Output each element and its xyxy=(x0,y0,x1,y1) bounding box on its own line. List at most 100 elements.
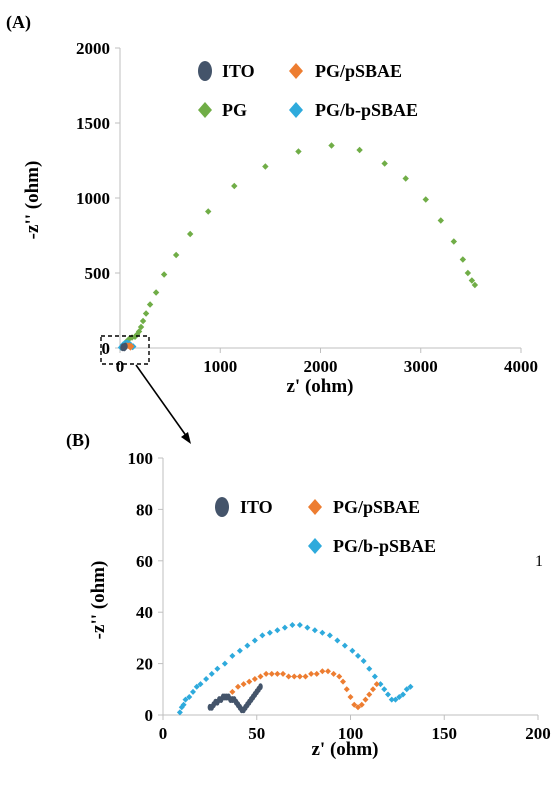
data-point-pg-psbae xyxy=(336,673,343,680)
legend-item-pg-psbae: PG/pSBAE xyxy=(308,497,420,517)
y-tick-label: 2000 xyxy=(76,39,110,58)
x-tick-label: 0 xyxy=(116,357,125,376)
panel-b-y-ticks: 0 20 40 60 80 100 xyxy=(128,449,163,725)
legend-label-pg-psbae: PG/pSBAE xyxy=(333,497,420,517)
x-tick-label: 150 xyxy=(432,724,458,743)
data-point-pg-b-psbae xyxy=(388,696,395,703)
data-point-pg-psbae xyxy=(257,673,264,680)
y-tick-label: 20 xyxy=(136,655,153,674)
y-tick-label: 60 xyxy=(136,552,153,571)
legend-marker-ito xyxy=(215,497,229,517)
data-point-pg xyxy=(402,175,409,182)
data-point-pg xyxy=(468,277,476,284)
panel-a-legend: ITO PG/pSBAE PG PG/b-pSBAE xyxy=(198,61,418,120)
data-point-pg-psbae xyxy=(366,691,373,698)
data-point-pg xyxy=(146,301,154,308)
data-point-pg-b-psbae xyxy=(377,681,384,688)
data-point-pg xyxy=(356,146,363,154)
panel-b-y-axis-title: -z'' (ohm) xyxy=(88,561,109,640)
zoom-region-box xyxy=(100,335,150,365)
data-point-pg xyxy=(186,230,194,238)
data-point-pg-psbae xyxy=(325,668,331,675)
data-point-pg-b-psbae xyxy=(190,688,196,695)
data-point-pg xyxy=(205,208,212,215)
data-point-pg-b-psbae xyxy=(251,637,258,644)
y-tick-label: 100 xyxy=(128,449,154,468)
data-point-pg-b-psbae xyxy=(180,701,187,708)
data-point-pg-b-psbae xyxy=(221,660,228,667)
panel-a-y-axis-title: -z'' (ohm) xyxy=(22,161,43,240)
x-tick-label: 0 xyxy=(159,724,168,743)
data-point-pg-psbae xyxy=(358,701,365,708)
data-point-pg xyxy=(128,334,136,341)
data-point-pg-psbae xyxy=(343,686,350,693)
legend-item-ito: ITO xyxy=(215,497,273,517)
legend-marker-pg-b-psbae xyxy=(289,102,303,118)
legend-label-pg-psbae: PG/pSBAE xyxy=(315,61,402,81)
x-tick-label: 3000 xyxy=(404,357,438,376)
panel-b-legend: ITO PG/pSBAE PG/b-pSBAE xyxy=(215,497,436,556)
data-point-pg xyxy=(328,142,335,149)
data-point-pg-b-psbae xyxy=(371,673,378,680)
y-tick-label: 0 xyxy=(102,339,111,358)
legend-item-pg-b-psbae: PG/b-pSBAE xyxy=(289,100,418,120)
data-point-ito xyxy=(258,683,263,691)
legend-item-pg: PG xyxy=(198,100,247,120)
data-point-pg-psbae xyxy=(340,678,346,685)
data-point-pg-psbae xyxy=(128,343,135,350)
data-point-pg-b-psbae xyxy=(266,629,273,636)
y-tick-label: 40 xyxy=(136,603,153,622)
data-point-pg-b-psbae xyxy=(349,647,356,654)
data-point-pg xyxy=(437,217,444,224)
data-point-pg xyxy=(262,163,269,170)
data-point-pg xyxy=(471,281,479,289)
data-point-pg-b-psbae xyxy=(341,642,348,649)
legend-label-pg: PG xyxy=(222,100,247,120)
data-point-ito xyxy=(122,342,128,351)
legend-marker-pg-psbae xyxy=(289,63,303,79)
zoom-arrow-head xyxy=(181,432,191,444)
data-point-pg-b-psbae xyxy=(407,683,414,690)
y-tick-label: 500 xyxy=(85,264,111,283)
panel-b-x-axis-title: z' (ohm) xyxy=(311,739,378,760)
x-tick-label: 50 xyxy=(248,724,265,743)
data-point-pg-b-psbae xyxy=(400,691,406,698)
data-point-pg xyxy=(152,289,160,296)
data-point-pg-b-psbae xyxy=(281,624,288,631)
legend-label-pg-b-psbae: PG/b-pSBAE xyxy=(333,536,436,556)
legend-marker-pg-psbae xyxy=(308,499,322,515)
panel-a-label: (A) xyxy=(6,12,31,33)
data-point-pg-b-psbae xyxy=(319,629,326,636)
data-point-pg-psbae xyxy=(263,670,270,677)
data-point-pg-b-psbae xyxy=(274,627,281,634)
panel-a-x-ticks: 0 1000 2000 3000 4000 xyxy=(116,348,538,376)
data-point-pg-psbae xyxy=(296,673,303,680)
data-point-pg xyxy=(381,160,388,167)
y-tick-label: 1500 xyxy=(76,114,110,133)
data-point-pg xyxy=(459,256,467,263)
y-tick-label: 1000 xyxy=(76,189,110,208)
data-point-pg-b-psbae xyxy=(197,681,204,688)
data-point-pg xyxy=(231,182,238,190)
data-point-pg-psbae xyxy=(229,688,236,695)
y-tick-label: 80 xyxy=(136,500,153,519)
data-point-pg-b-psbae xyxy=(176,709,183,716)
legend-item-pg-b-psbae: PG/b-pSBAE xyxy=(308,536,436,556)
data-point-pg-b-psbae xyxy=(392,696,399,703)
data-point-pg-b-psbae xyxy=(403,686,410,693)
panel-a-y-ticks: 0 500 1000 1500 2000 xyxy=(76,39,120,358)
legend-marker-pg-b-psbae xyxy=(308,538,322,554)
data-point-pg xyxy=(142,310,150,317)
legend-item-pg-psbae: PG/pSBAE xyxy=(289,61,402,81)
data-point-pg-psbae xyxy=(268,670,275,677)
data-point-pg-b-psbae xyxy=(186,694,193,701)
legend-label-ito: ITO xyxy=(240,497,273,517)
data-point-pg-b-psbae xyxy=(289,622,296,629)
data-point-pg-b-psbae xyxy=(214,665,221,672)
data-point-pg-b-psbae xyxy=(193,683,200,690)
data-point-pg xyxy=(464,269,472,277)
data-point-pg-b-psbae xyxy=(381,686,388,693)
data-point-pg xyxy=(160,271,168,278)
data-point-pg-psbae xyxy=(302,673,309,680)
legend-marker-pg xyxy=(198,102,212,118)
